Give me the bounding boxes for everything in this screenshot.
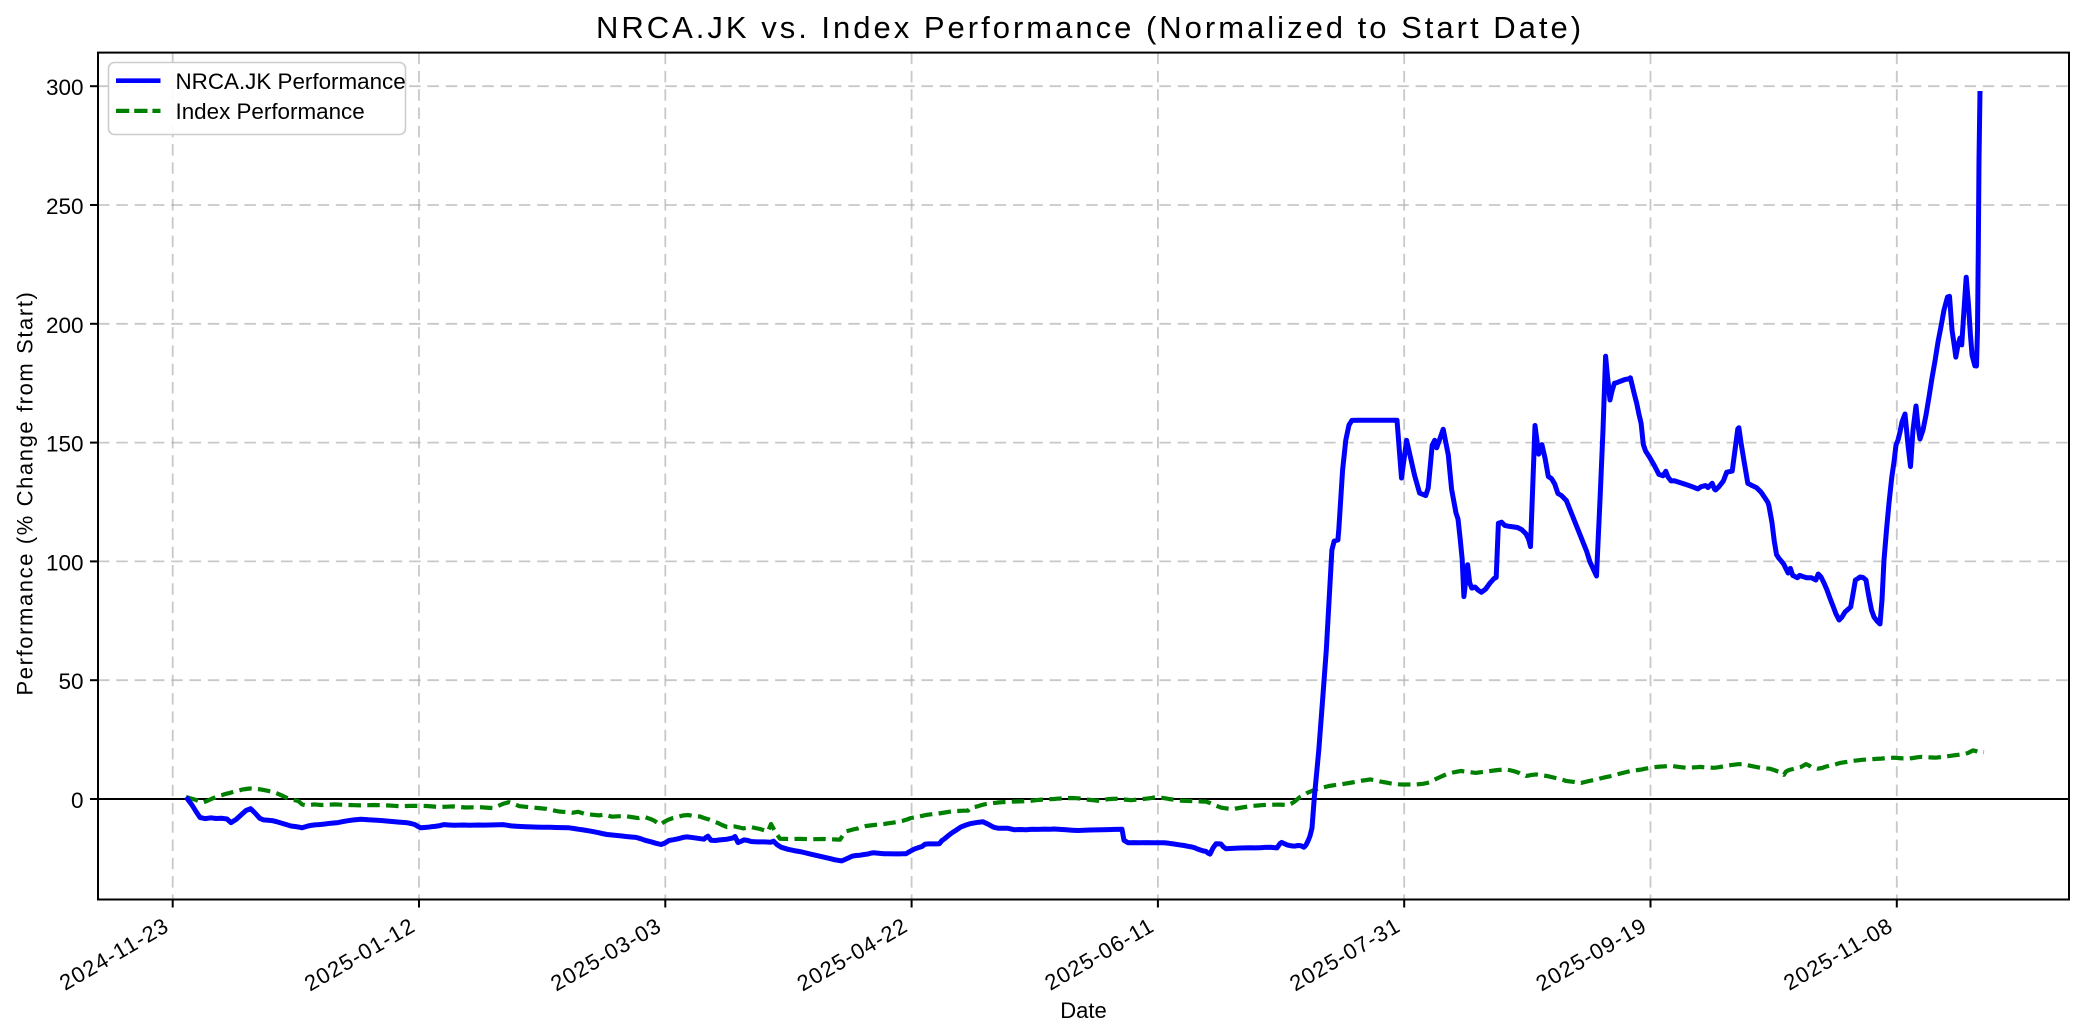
svg-text:300: 300 bbox=[46, 75, 84, 100]
svg-text:Performance (% Change from Sta: Performance (% Change from Start) bbox=[13, 291, 38, 696]
svg-text:NRCA.JK Performance: NRCA.JK Performance bbox=[176, 69, 406, 94]
svg-text:250: 250 bbox=[46, 194, 84, 219]
svg-text:Date: Date bbox=[1060, 998, 1106, 1023]
svg-text:200: 200 bbox=[46, 313, 84, 338]
svg-text:0: 0 bbox=[71, 788, 84, 813]
svg-text:100: 100 bbox=[46, 550, 84, 575]
svg-text:Index Performance: Index Performance bbox=[176, 99, 365, 124]
svg-text:50: 50 bbox=[58, 669, 83, 694]
svg-text:150: 150 bbox=[46, 432, 84, 457]
svg-text:NRCA.JK vs. Index Performance: NRCA.JK vs. Index Performance (Normalize… bbox=[596, 10, 1584, 45]
